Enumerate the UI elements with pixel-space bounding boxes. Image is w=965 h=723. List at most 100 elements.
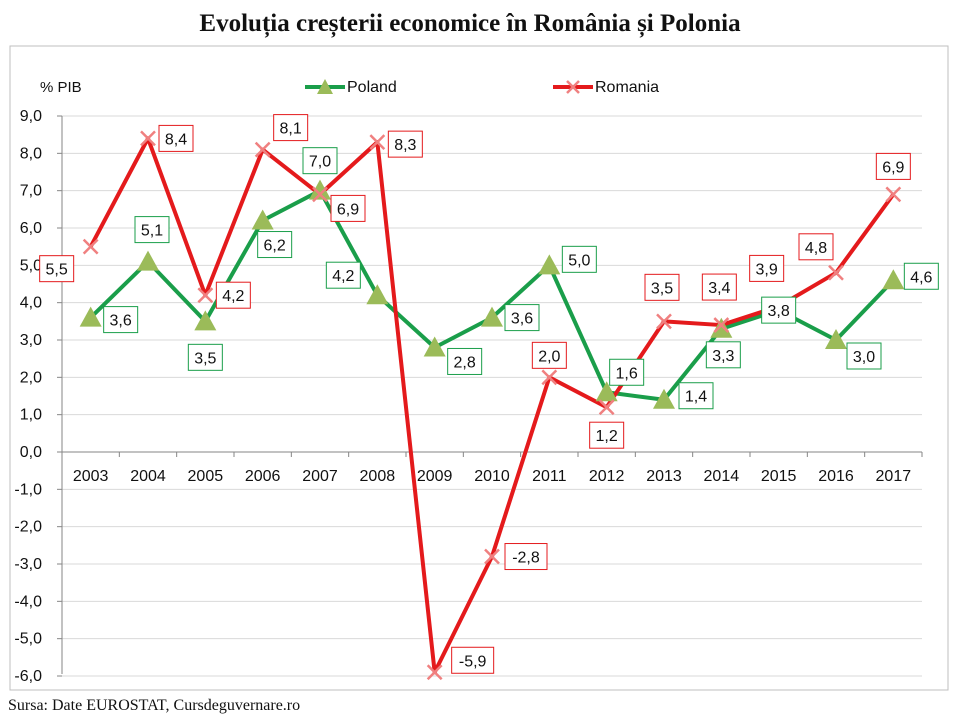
data-label-box: [903, 262, 939, 290]
y-tick-label: 3,0: [20, 332, 42, 349]
data-point-poland: [251, 209, 274, 230]
data-point-romania: [885, 186, 902, 203]
data-point-romania: [82, 238, 99, 255]
data-label: 3,8: [768, 303, 790, 320]
data-label: -5,9: [459, 653, 487, 670]
data-label: 1,4: [685, 389, 707, 406]
data-label-box: [39, 255, 75, 283]
data-label-box: [644, 273, 680, 301]
data-labels-layer: 3,6 5,1 3,5 6,2 7,0 4,2 2,8 3,6 5,0 1,6 1,4 3,3 3,8 3…: [39, 114, 939, 674]
data-label: 3,6: [110, 313, 132, 330]
data-label-box: [678, 382, 714, 410]
data-point-poland: [653, 388, 675, 409]
y-tick-label: 0,0: [20, 444, 42, 461]
data-label-box: [761, 296, 797, 324]
data-label-box: [302, 147, 338, 175]
data-label-box: [531, 341, 567, 369]
data-point-poland: [882, 269, 905, 290]
data-label-box: [875, 152, 911, 180]
data-label-box: [504, 543, 548, 571]
y-tick-label: 6,0: [20, 220, 42, 237]
y-tick-label: -6,0: [14, 668, 42, 685]
x-tick-label: 2014: [704, 468, 740, 485]
data-label-box: [701, 273, 737, 301]
data-point-poland: [595, 381, 618, 402]
data-point-poland: [710, 317, 733, 338]
legend-marker-poland: [317, 79, 333, 94]
data-label-box: [134, 216, 170, 244]
x-tick-label: 2012: [589, 468, 625, 485]
y-tick-label: 2,0: [20, 369, 42, 386]
x-tick-label: 2005: [188, 468, 224, 485]
data-label-box: [561, 245, 597, 273]
data-point-romania: [197, 287, 214, 304]
x-tick-label: 2015: [761, 468, 797, 485]
data-label: 3,5: [194, 350, 216, 367]
data-point-romania: [254, 141, 271, 158]
data-label: 6,2: [264, 238, 286, 255]
data-point-poland: [538, 254, 561, 275]
data-label-box: [187, 343, 223, 371]
data-label: 6,9: [337, 201, 359, 218]
legend-label-romania: Romania: [595, 79, 659, 96]
data-point-romania: [140, 130, 156, 147]
y-tick-label: 4,0: [20, 295, 42, 312]
data-label: 3,5: [651, 280, 673, 297]
data-label-box: [798, 233, 834, 261]
y-tick-label: 9,0: [20, 108, 42, 125]
data-point-romania: [656, 313, 672, 330]
y-tick-label: -1,0: [14, 481, 42, 498]
axes: 9,0 8,0 7,0 6,0 5,0 4,0 3,0 2,0 1,0 0,0 -1,0 -2,0 -3…: [14, 108, 923, 685]
data-point-poland: [481, 306, 503, 327]
data-label: 4,2: [222, 288, 244, 305]
x-tick-label: 2006: [245, 468, 281, 485]
data-label: 8,1: [280, 121, 302, 138]
data-label: 3,9: [756, 261, 778, 278]
data-point-poland: [366, 284, 389, 305]
data-label-box: [609, 358, 645, 386]
data-label: 6,9: [882, 159, 904, 176]
data-label: 3,4: [708, 280, 730, 297]
data-label: 8,4: [165, 131, 187, 148]
y-tick-label: -4,0: [14, 593, 42, 610]
data-point-romania: [541, 369, 558, 386]
y-tick-label: 8,0: [20, 145, 42, 162]
data-point-romania: [369, 134, 386, 151]
legend-label-poland: Poland: [347, 79, 397, 96]
plot-frame: [9, 45, 949, 691]
data-label: 5,5: [46, 262, 68, 279]
legend: Poland Romania: [305, 79, 659, 96]
data-point-romania: [426, 664, 443, 681]
x-tick-label: 2003: [73, 468, 109, 485]
x-tick-label: 2008: [360, 468, 396, 485]
data-label-box: [257, 231, 293, 259]
data-label-box: [749, 254, 785, 282]
x-tick-label: 2009: [417, 468, 453, 485]
data-label-box: [846, 342, 882, 370]
x-tick-label: 2011: [532, 468, 567, 485]
data-label-box: [451, 646, 495, 674]
data-label: 4,2: [332, 268, 354, 285]
series-layer: [79, 130, 905, 681]
data-point-poland: [79, 306, 102, 327]
series-line-romania: [88, 136, 895, 675]
data-label-box: [330, 194, 366, 222]
source-note: Sursa: Date EUROSTAT, Cursdeguvernare.ro: [8, 697, 301, 714]
x-tick-label: 2017: [876, 468, 912, 485]
data-label-box: [273, 114, 309, 142]
data-label: 8,3: [394, 137, 416, 154]
data-label-box: [504, 304, 540, 332]
data-point-poland: [137, 250, 159, 271]
data-label: 2,0: [538, 348, 560, 365]
y-tick-label: 5,0: [20, 257, 42, 274]
data-point-romania: [484, 548, 500, 565]
data-label: 1,2: [596, 428, 618, 445]
data-label: 3,3: [712, 348, 734, 365]
data-label: 3,6: [511, 311, 533, 328]
data-point-romania: [312, 186, 328, 203]
data-point-romania: [598, 399, 615, 416]
x-tick-label: 2004: [130, 468, 166, 485]
data-label: -2,8: [512, 550, 540, 567]
data-label-box: [215, 281, 251, 309]
